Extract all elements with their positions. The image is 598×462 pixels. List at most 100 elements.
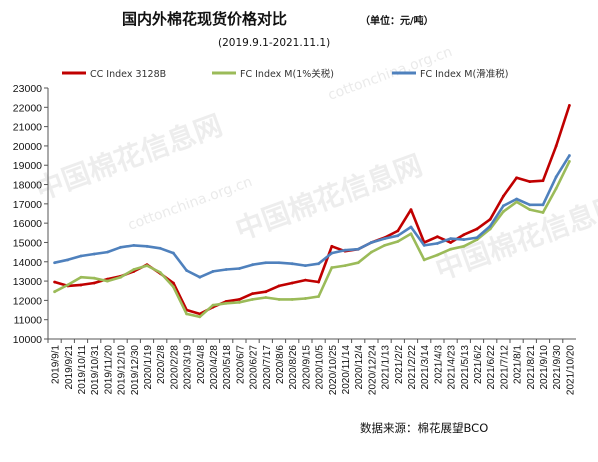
data-point-fc-index-m-sliding bbox=[488, 224, 492, 228]
data-point-cc-index-3128b bbox=[568, 103, 571, 107]
y-tick-label: 20000 bbox=[13, 141, 42, 153]
data-point-fc-index-m-1pct bbox=[158, 270, 162, 274]
y-tick-label: 23000 bbox=[13, 83, 42, 95]
legend-label-fc-1pct: FC Index M(1%关税) bbox=[240, 68, 334, 80]
x-tick-label: 2021/1/13 bbox=[381, 345, 392, 390]
data-point-fc-index-m-1pct bbox=[515, 200, 518, 204]
data-point-fc-index-m-sliding bbox=[53, 261, 56, 265]
data-point-fc-index-m-1pct bbox=[317, 295, 320, 298]
data-point-cc-index-3128b bbox=[92, 281, 96, 285]
y-tick-label: 12000 bbox=[13, 295, 42, 307]
legend-label-cc-index: CC Index 3128B bbox=[90, 69, 166, 80]
x-tick-label: 2021/4/3 bbox=[433, 345, 444, 384]
data-point-fc-index-m-sliding bbox=[462, 238, 466, 241]
data-point-cc-index-3128b bbox=[541, 179, 545, 183]
data-point-fc-index-m-1pct bbox=[304, 297, 307, 300]
x-tick-label: 2021/9/30 bbox=[552, 345, 563, 390]
data-point-fc-index-m-sliding bbox=[436, 242, 439, 245]
x-tick-label: 2021/10/20 bbox=[565, 345, 576, 395]
data-point-cc-index-3128b bbox=[317, 280, 320, 284]
data-point-fc-index-m-sliding bbox=[145, 244, 149, 248]
data-point-fc-index-m-sliding bbox=[238, 267, 241, 270]
y-tick-label: 16000 bbox=[13, 218, 42, 230]
data-point-cc-index-3128b bbox=[396, 229, 400, 233]
data-point-fc-index-m-sliding bbox=[475, 236, 479, 240]
x-tick-label: 2021/2/2 bbox=[394, 345, 405, 384]
data-point-fc-index-m-sliding bbox=[172, 251, 175, 255]
y-tick-label: 21000 bbox=[13, 122, 42, 134]
x-tick-label: 2020/2/28 bbox=[169, 345, 180, 390]
data-point-fc-index-m-1pct bbox=[238, 300, 241, 304]
x-tick-label: 2020/4/28 bbox=[209, 345, 220, 390]
data-point-cc-index-3128b bbox=[515, 176, 518, 180]
data-point-cc-index-3128b bbox=[264, 290, 268, 294]
data-point-fc-index-m-sliding bbox=[343, 248, 347, 252]
data-point-fc-index-m-sliding bbox=[106, 250, 109, 254]
y-tick-label: 10000 bbox=[13, 334, 42, 346]
data-point-cc-index-3128b bbox=[409, 208, 413, 212]
data-point-fc-index-m-1pct bbox=[554, 187, 558, 190]
chart-unit-label: （单位：元/吨） bbox=[360, 14, 434, 27]
x-tick-label: 2020/2/8 bbox=[156, 345, 167, 384]
x-tick-label: 2021/4/23 bbox=[447, 345, 458, 390]
data-source-note: 数据来源：棉花展望BCO bbox=[360, 421, 488, 435]
data-point-fc-index-m-1pct bbox=[106, 279, 109, 283]
data-point-fc-index-m-1pct bbox=[449, 247, 452, 251]
data-point-fc-index-m-sliding bbox=[528, 203, 532, 207]
data-point-fc-index-m-sliding bbox=[304, 264, 307, 268]
data-point-fc-index-m-sliding bbox=[330, 251, 334, 255]
x-tick-label: 2020/3/19 bbox=[183, 345, 194, 390]
data-point-cc-index-3128b bbox=[251, 292, 255, 296]
x-tick-label: 2021/2/22 bbox=[407, 345, 418, 390]
data-point-cc-index-3128b bbox=[79, 283, 83, 287]
y-tick-label: 22000 bbox=[13, 102, 42, 114]
x-tick-label: 2021/3/14 bbox=[420, 345, 431, 390]
data-point-fc-index-m-sliding bbox=[422, 243, 426, 247]
x-tick-label: 2020/12/24 bbox=[367, 345, 378, 395]
data-point-fc-index-m-sliding bbox=[449, 237, 452, 241]
x-tick-label: 2021/6/22 bbox=[486, 345, 497, 390]
data-point-cc-index-3128b bbox=[53, 280, 56, 284]
data-point-fc-index-m-1pct bbox=[277, 298, 281, 301]
x-axis-ticks: 2019/9/1 2019/9/21 2019/10/11 2019/10/31 201… bbox=[47, 339, 576, 395]
y-tick-label: 13000 bbox=[13, 276, 42, 288]
data-point-fc-index-m-1pct bbox=[224, 301, 228, 305]
data-point-fc-index-m-sliding bbox=[224, 268, 228, 271]
data-point-fc-index-m-sliding bbox=[198, 275, 202, 279]
chart-subtitle: (2019.9.1-2021.11.1) bbox=[218, 37, 330, 49]
data-point-cc-index-3128b bbox=[290, 281, 294, 285]
data-point-fc-index-m-sliding bbox=[396, 234, 400, 238]
data-point-fc-index-m-sliding bbox=[251, 263, 255, 267]
x-tick-label: 2020/6/27 bbox=[249, 345, 260, 390]
x-tick-label: 2019/12/10 bbox=[117, 345, 128, 395]
data-point-cc-index-3128b bbox=[172, 281, 175, 285]
x-tick-label: 2020/1/19 bbox=[143, 345, 154, 390]
x-tick-label: 2020/8/26 bbox=[288, 345, 299, 390]
data-point-fc-index-m-1pct bbox=[66, 283, 70, 287]
x-tick-label: 2020/9/15 bbox=[301, 345, 312, 390]
x-tick-label: 2021/6/2 bbox=[473, 345, 484, 384]
data-point-fc-index-m-sliding bbox=[119, 245, 122, 249]
data-point-fc-index-m-sliding bbox=[132, 243, 136, 247]
data-point-fc-index-m-1pct bbox=[343, 264, 347, 268]
data-point-cc-index-3128b bbox=[554, 144, 558, 148]
data-point-fc-index-m-1pct bbox=[502, 210, 505, 213]
data-point-fc-index-m-sliding bbox=[541, 203, 545, 207]
data-point-fc-index-m-1pct bbox=[198, 315, 202, 319]
x-tick-label: 2020/11/14 bbox=[341, 345, 352, 395]
data-point-fc-index-m-1pct bbox=[528, 208, 532, 212]
data-point-cc-index-3128b bbox=[462, 233, 466, 237]
data-point-fc-index-m-1pct bbox=[383, 243, 386, 247]
y-tick-label: 11000 bbox=[14, 315, 43, 327]
y-tick-label: 18000 bbox=[13, 180, 42, 192]
x-tick-label: 2021/9/10 bbox=[539, 345, 550, 390]
x-tick-label: 2020/4/8 bbox=[196, 345, 207, 384]
x-tick-label: 2019/12/30 bbox=[130, 345, 141, 395]
data-point-fc-index-m-sliding bbox=[383, 237, 386, 241]
data-point-fc-index-m-1pct bbox=[462, 244, 466, 248]
data-point-cc-index-3128b bbox=[449, 241, 452, 244]
x-tick-label: 2020/5/18 bbox=[222, 345, 233, 390]
data-point-fc-index-m-sliding bbox=[79, 254, 83, 258]
series-line-fc-index-m-sliding bbox=[54, 154, 571, 279]
